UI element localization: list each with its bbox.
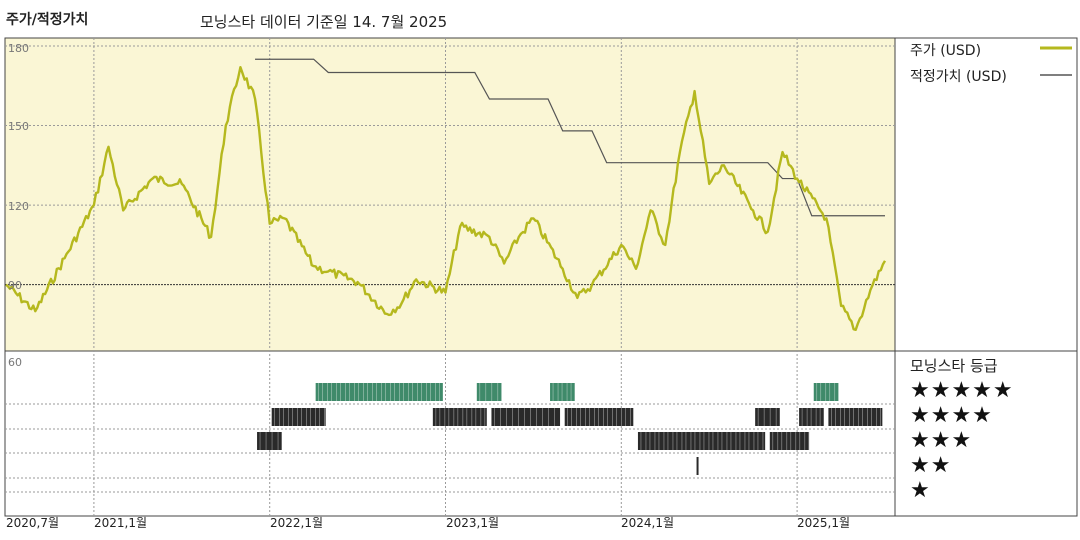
rating-segment-3-star — [637, 432, 766, 450]
rating-segment-3-star — [769, 432, 810, 450]
rating-3-stars-label: ★★★ — [910, 428, 973, 453]
rating-layer — [257, 383, 883, 475]
rating-segment-2-star — [696, 457, 699, 475]
rating-1-star-label: ★ — [910, 478, 931, 503]
series-layer — [5, 58, 887, 331]
rating-5-stars-label: ★★★★★ — [910, 378, 1014, 403]
y-tick-120: 120 — [8, 200, 29, 213]
rating-segment-5-star — [315, 383, 443, 401]
x-tick-2022-1: 2022,1월 — [270, 516, 324, 530]
price-line — [5, 66, 887, 331]
x-tick-2021-1: 2021,1월 — [94, 516, 148, 530]
y-tick-180: 180 — [8, 42, 29, 55]
x-tick-2024-1: 2024,1월 — [621, 516, 675, 530]
rating-segment-5-star — [550, 383, 575, 401]
rating-segment-4-star — [799, 408, 824, 426]
rating-segment-3-star — [257, 432, 282, 450]
rating-segment-5-star — [813, 383, 839, 401]
grid-layer — [5, 38, 895, 516]
price-panel-background — [5, 38, 895, 351]
legend-fair-value-label: 적정가치 (USD) — [910, 69, 1007, 85]
rating-segment-4-star — [271, 408, 326, 426]
rating-segment-4-star — [432, 408, 487, 426]
chart-frame — [4, 37, 1078, 517]
rating-2-stars-label: ★★ — [910, 453, 952, 478]
x-tick-2023-1: 2023,1월 — [446, 516, 500, 530]
rating-segment-4-star — [828, 408, 883, 426]
fair-value-line — [255, 58, 885, 217]
rating-legend-title: 모닝스타 등급 — [910, 357, 998, 375]
x-tick-2025-1: 2025,1월 — [797, 516, 851, 530]
rating-segment-4-star — [755, 408, 780, 426]
x-tick-2020-7: 2020,7월 — [6, 516, 60, 530]
legend-price-label: 주가 (USD) — [910, 43, 982, 59]
chart-left-title: 주가/적정가치 — [6, 12, 89, 28]
rating-segment-4-star — [491, 408, 561, 426]
rating-4-stars-label: ★★★★ — [910, 403, 993, 428]
y-tick-90: 90 — [8, 279, 22, 292]
y-tick-150: 150 — [8, 120, 29, 133]
rating-y-tick: 60 — [8, 356, 22, 369]
rating-segment-5-star — [476, 383, 502, 401]
chart-main-title: 모닝스타 데이터 기준일 14. 7월 2025 — [200, 13, 448, 31]
